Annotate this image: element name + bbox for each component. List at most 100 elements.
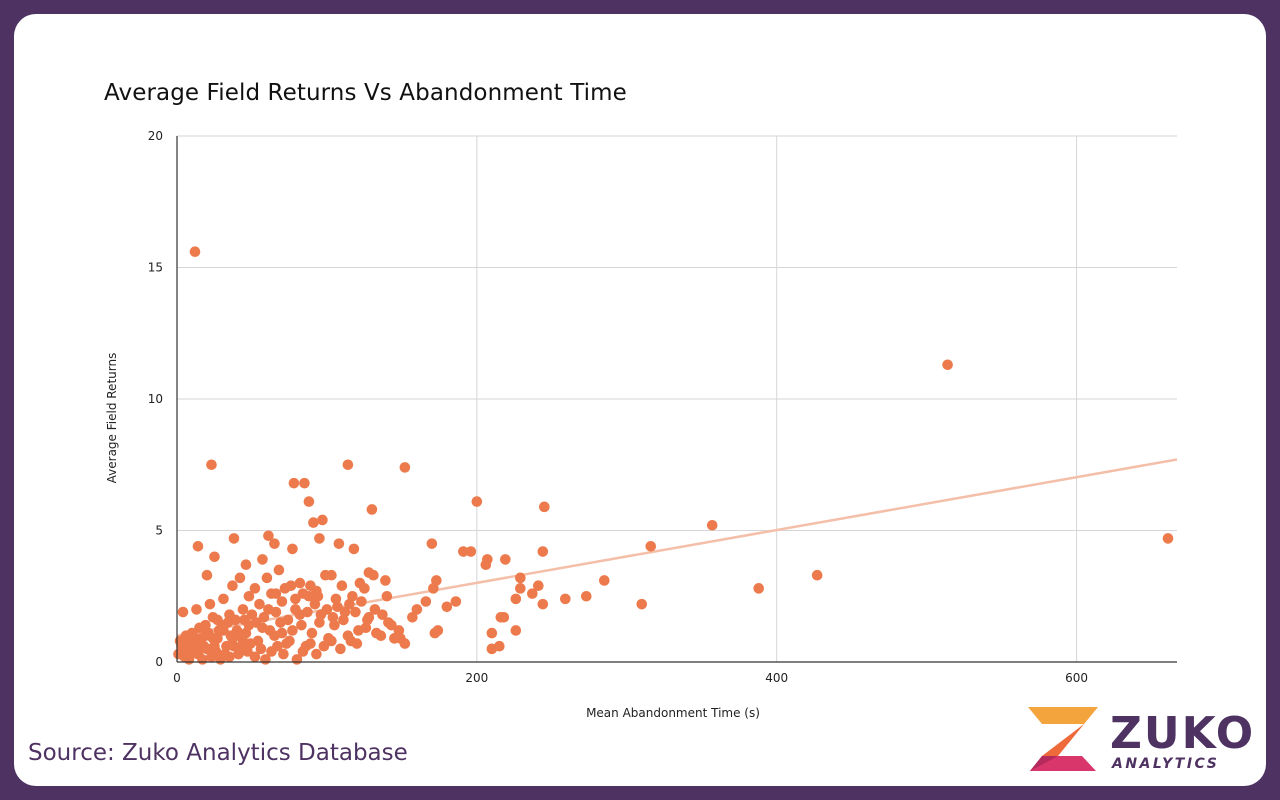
data-point	[278, 648, 289, 660]
data-point	[222, 617, 234, 628]
data-point	[209, 640, 220, 652]
data-point	[224, 651, 235, 663]
data-point	[329, 619, 340, 631]
x-tick-label: 0	[173, 671, 181, 685]
data-point	[393, 625, 405, 636]
data-point	[200, 619, 211, 631]
data-point	[598, 575, 610, 586]
data-point	[221, 640, 232, 652]
data-point	[305, 638, 316, 649]
axes	[176, 136, 1177, 663]
data-point	[200, 630, 211, 641]
data-point	[311, 648, 322, 660]
data-point	[243, 590, 255, 602]
data-point	[246, 609, 258, 620]
data-point	[515, 583, 526, 594]
data-point	[515, 572, 526, 584]
data-point	[510, 593, 522, 605]
data-point	[1162, 533, 1174, 544]
data-point	[264, 625, 276, 636]
source-caption: Source: Zuko Analytics Database	[28, 740, 408, 766]
data-point	[539, 501, 550, 513]
data-point	[269, 538, 280, 549]
data-point	[228, 640, 240, 652]
data-point	[303, 496, 315, 507]
data-point	[290, 604, 301, 615]
y-axis-label: Average Field Returns	[105, 353, 119, 484]
x-tick-label: 400	[765, 671, 788, 685]
data-point	[209, 551, 220, 563]
data-point	[218, 593, 229, 605]
data-point	[533, 580, 544, 592]
data-point	[339, 606, 351, 618]
data-point	[195, 643, 207, 655]
data-point	[344, 598, 355, 610]
data-point	[204, 598, 216, 610]
data-point	[332, 601, 343, 613]
data-point	[273, 564, 285, 576]
data-point	[192, 540, 204, 552]
data-point	[308, 517, 319, 528]
data-point	[326, 635, 337, 647]
data-point	[191, 604, 202, 615]
data-point	[527, 588, 538, 599]
data-point	[257, 554, 268, 565]
data-point	[282, 614, 294, 626]
data-point	[299, 477, 310, 489]
data-point	[359, 583, 370, 594]
data-point	[227, 580, 238, 592]
data-point	[342, 630, 354, 641]
y-tick-label: 20	[148, 129, 163, 143]
data-point	[270, 606, 282, 618]
grid-lines	[177, 135, 1177, 663]
data-point	[389, 633, 400, 644]
data-point	[287, 543, 298, 555]
data-point	[942, 359, 953, 371]
data-point	[368, 569, 379, 581]
data-point	[305, 580, 316, 592]
data-point	[255, 643, 267, 655]
data-point	[201, 569, 213, 581]
data-point	[261, 572, 273, 584]
data-point	[284, 635, 295, 647]
data-point	[360, 622, 372, 634]
data-point	[240, 559, 252, 570]
data-point	[386, 619, 397, 631]
data-point	[426, 538, 438, 549]
data-point	[753, 583, 765, 594]
data-point	[411, 604, 423, 615]
data-point	[441, 601, 453, 613]
data-point	[480, 559, 492, 570]
data-point	[377, 609, 388, 620]
data-point	[243, 619, 255, 631]
zuko-logo: ZUKO ANALYTICS	[1026, 704, 1266, 780]
logo-subtitle: ANALYTICS	[1112, 756, 1220, 772]
data-point	[338, 614, 349, 626]
data-point	[191, 633, 202, 644]
data-point	[428, 583, 439, 594]
data-point	[471, 496, 483, 507]
data-point	[330, 593, 342, 605]
data-point	[326, 569, 337, 581]
data-point	[297, 646, 309, 657]
data-point	[465, 546, 477, 557]
data-point	[234, 572, 246, 584]
data-point	[218, 625, 229, 636]
data-point	[314, 617, 325, 628]
data-point	[560, 593, 571, 605]
data-point	[306, 627, 318, 639]
y-tick-label: 15	[148, 261, 163, 275]
trendline	[176, 458, 1178, 637]
data-point	[294, 577, 306, 589]
data-point	[314, 533, 325, 544]
data-point	[432, 625, 444, 636]
data-point	[290, 593, 301, 605]
data-point	[580, 590, 592, 602]
data-point	[228, 533, 240, 544]
data-point	[348, 543, 360, 555]
data-point	[356, 596, 367, 607]
data-point	[407, 611, 418, 623]
data-point	[312, 590, 324, 602]
data-point	[500, 554, 511, 565]
